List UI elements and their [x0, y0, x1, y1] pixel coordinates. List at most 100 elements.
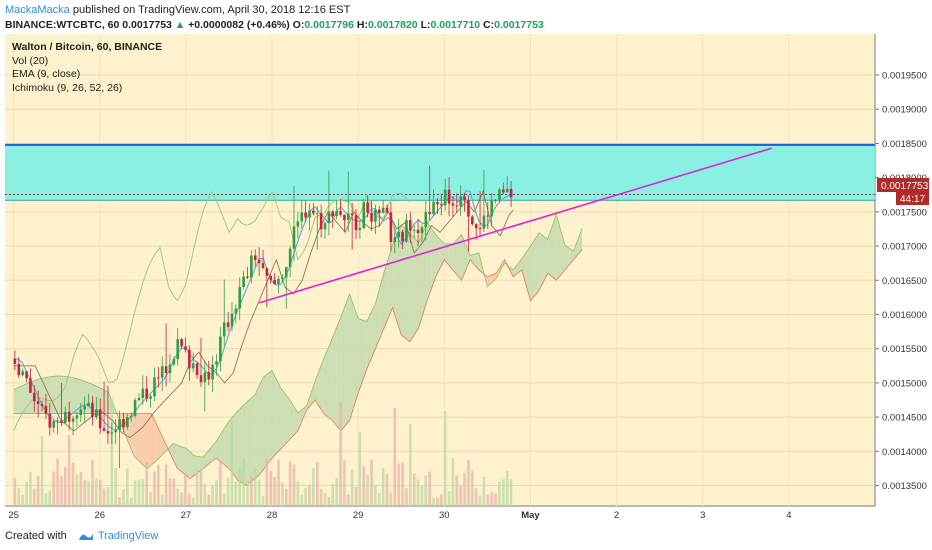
volume-bar	[176, 488, 180, 506]
volume-bar	[203, 483, 207, 506]
volume-bar	[13, 478, 17, 506]
cloud-segment	[409, 233, 415, 342]
candle-body	[118, 419, 121, 431]
legend-title: Walton / Bitcoin, 60, BINANCE	[12, 41, 162, 53]
candle-body	[304, 212, 307, 218]
candles	[13, 165, 513, 469]
volume-bar	[153, 471, 156, 506]
volume-bar	[21, 494, 24, 506]
y-tick-label: 0.0013500	[882, 481, 927, 492]
cloud-segment	[448, 243, 453, 270]
candle-body	[36, 401, 40, 405]
cloud-segment	[319, 358, 324, 414]
price-badge-box	[877, 178, 929, 192]
volume-bar	[389, 492, 393, 506]
volume-bar	[308, 484, 311, 506]
candle-body	[238, 287, 242, 309]
close-label: C:	[483, 19, 495, 31]
cloud-segment	[379, 272, 385, 339]
x-tick-label: 2	[614, 510, 619, 521]
volume-bar	[219, 461, 222, 506]
candle-body	[67, 411, 71, 422]
cloud-segment	[543, 235, 548, 282]
change-up-icon: ▲	[174, 19, 186, 31]
cloud-segment	[573, 239, 578, 260]
candle-body	[389, 212, 393, 243]
author-link[interactable]: MackaMacka	[5, 4, 70, 16]
candle-body	[145, 388, 149, 399]
candle-body	[129, 415, 133, 418]
cloud-segment	[401, 224, 406, 339]
x-tick-label: 3	[700, 510, 705, 521]
candle-body	[207, 372, 211, 380]
volume-bar	[91, 459, 94, 506]
cloud-segment	[431, 228, 436, 289]
candle-body	[467, 200, 470, 217]
cloud-segment	[345, 294, 350, 426]
volume-bar	[463, 472, 466, 506]
ascending-trendline[interactable]	[258, 147, 772, 304]
candle-body	[265, 267, 269, 276]
cloud-segment	[86, 382, 92, 414]
candle-body	[91, 402, 94, 418]
candle-body	[509, 188, 513, 198]
volume-bar	[48, 490, 52, 506]
candle-body	[463, 196, 466, 201]
resistance-zone	[5, 143, 875, 201]
cloud-segment	[371, 303, 376, 359]
volume-bar	[424, 475, 428, 506]
cloud-segment	[190, 452, 195, 479]
candle-body	[215, 361, 218, 365]
trendline[interactable]	[258, 147, 772, 304]
candle-body	[428, 212, 431, 215]
candle-body	[141, 388, 145, 398]
volume-bar	[408, 424, 412, 506]
chart-canvas[interactable]: 0.0013500 0.0014000 0.0014500 0.0015000 0.00…	[0, 34, 932, 522]
cloud-segment	[198, 456, 204, 472]
cloud-segment	[495, 266, 501, 279]
candle-body	[133, 400, 137, 416]
volume-bar	[126, 468, 129, 506]
volume-bar	[377, 493, 381, 506]
volume-bar	[339, 402, 342, 506]
candle-body	[17, 363, 21, 376]
candle-body	[401, 231, 404, 242]
high-value: 0.0017820	[368, 19, 418, 31]
cloud-segment	[418, 232, 423, 329]
candle-body	[393, 237, 397, 243]
candle-body	[339, 211, 342, 215]
volume-bar	[455, 475, 459, 506]
volume-bar	[242, 458, 245, 506]
cloud-segment	[465, 244, 471, 270]
cloud-segment	[13, 387, 18, 414]
cloud-segment	[310, 381, 316, 406]
symbol-text: BINANCE:WTCBTC, 60	[5, 19, 120, 31]
candle-body	[122, 419, 125, 428]
volume-bar	[420, 485, 424, 506]
cloud-segment	[56, 376, 61, 414]
cloud-segment	[181, 446, 186, 476]
volume-bar	[246, 480, 249, 506]
candle-body	[323, 223, 327, 230]
tradingview-brand-link[interactable]: TradingView	[97, 530, 159, 542]
x-tick-label: 29	[353, 510, 364, 521]
cloud-segment	[526, 246, 531, 301]
cloud-segment	[259, 377, 264, 476]
candle-body	[160, 366, 164, 378]
volume-bar	[374, 484, 377, 506]
cloud-segment	[65, 376, 70, 414]
cloud-segment	[224, 421, 229, 469]
volume-bar	[358, 431, 362, 506]
volume-bar	[36, 475, 40, 506]
volume-bar	[145, 462, 149, 506]
cloud-segment	[396, 224, 402, 335]
volume-bar	[451, 458, 455, 506]
candle-body	[87, 402, 90, 407]
candle-body	[195, 363, 199, 376]
volume-bar	[102, 488, 106, 506]
candle-body	[269, 275, 273, 280]
cloud-segment	[435, 234, 440, 277]
volume-bar	[207, 494, 211, 506]
volume-bar	[160, 494, 164, 506]
candle-body	[226, 322, 230, 327]
